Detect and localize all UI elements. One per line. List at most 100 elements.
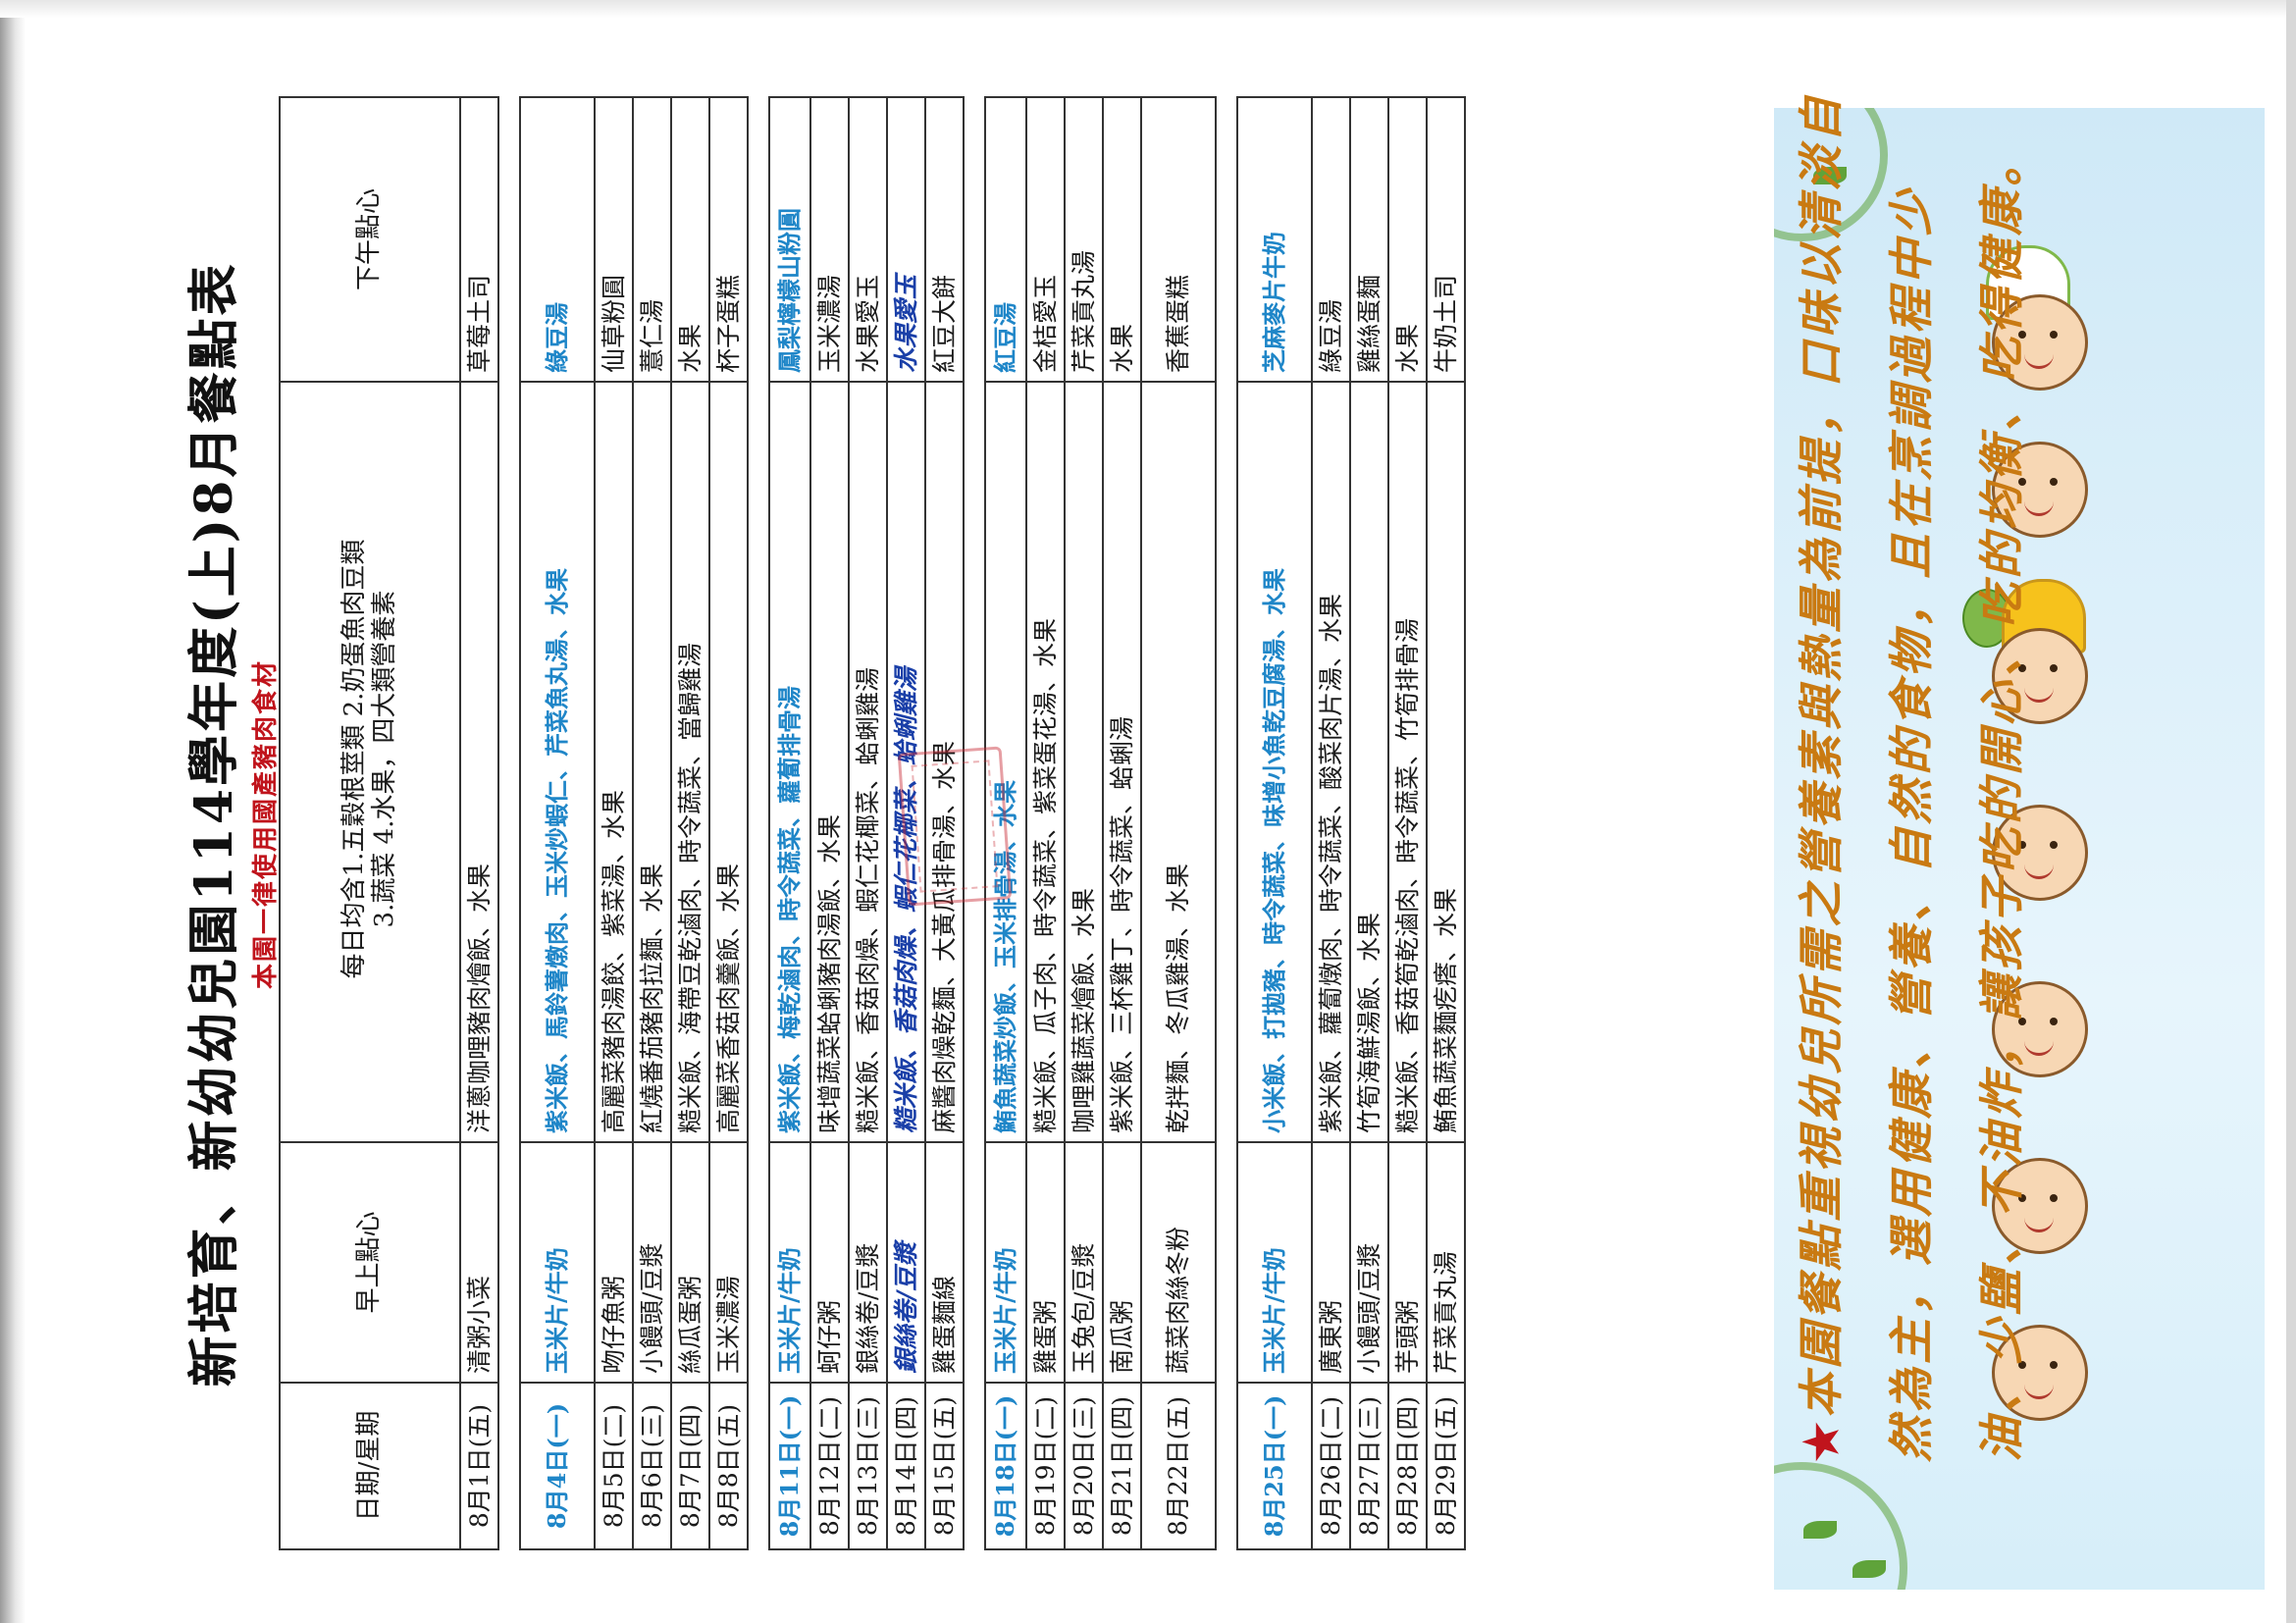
- title-block: 新培育、新幼幼兒園114學年度(上)8月餐點表 本園一律使用國產豬肉食材: [167, 98, 281, 1550]
- statement-line-3: 油、少鹽、不油炸，讓孩子吃的開心、吃的均衡、吃得健康。: [1975, 137, 2028, 1462]
- leaf-icon: [1813, 167, 1847, 184]
- lunch-cell: 糙米飯、香菇肉燥、蝦仁花椰菜、蛤蜊雞湯: [849, 382, 887, 1142]
- morning-snack-cell: 吻仔魚粥: [595, 1142, 633, 1383]
- separator-cell: [748, 97, 769, 382]
- afternoon-snack-cell: 紅豆大餅: [925, 97, 964, 382]
- child-face-icon: [1992, 628, 2088, 724]
- separator-cell: [748, 1142, 769, 1383]
- meal-table: 日期/星期 早上點心 每日均含1.五穀根莖類 2.奶蛋魚肉豆類 3.蔬菜 4.水…: [279, 96, 1466, 1550]
- lunch-cell: 紫米飯、梅乾滷肉、時令蔬菜、蘿蔔排骨湯: [769, 382, 810, 1142]
- date-cell: 8月14日(四): [887, 1383, 925, 1549]
- statement-line-2: 然為主，選用健康、營養、自然的食物，且在烹調過程中少: [1885, 186, 1938, 1462]
- scan-right-edge: [2286, 0, 2296, 1623]
- table-row: 8月8日(五) 玉米濃湯 高麗菜香菇肉羹飯、水果 杯子蛋糕: [709, 97, 748, 1549]
- date-cell: 8月7日(四): [671, 1383, 709, 1549]
- table-row: 8月12日(二) 蚵仔粥 味增蔬菜蛤蜊豬肉湯飯、水果 玉米濃湯: [810, 97, 849, 1549]
- date-cell: 8月1日(五): [460, 1383, 498, 1549]
- date-cell: 8月18日(一): [985, 1383, 1026, 1549]
- lunch-cell: 乾拌麵、冬瓜雞湯、水果: [1141, 382, 1216, 1142]
- afternoon-snack-cell: 薏仁湯: [633, 97, 671, 382]
- table-row: 8月11日(一) 玉米片/牛奶 紫米飯、梅乾滷肉、時令蔬菜、蘿蔔排骨湯 鳳梨檸檬山粉圓: [769, 97, 810, 1549]
- morning-snack-cell: 南瓜粥: [1103, 1142, 1141, 1383]
- menu-document: 新培育、新幼幼兒園114學年度(上)8月餐點表 本園一律使用國產豬肉食材 日期/…: [167, 96, 1776, 1550]
- lunch-cell: 糙米飯、海帶豆乾滷肉、時令蔬菜、當歸雞湯: [671, 382, 709, 1142]
- week-separator: [1216, 97, 1237, 1549]
- child-face-icon: [1992, 1325, 2088, 1421]
- morning-snack-cell: 廣東粥: [1312, 1142, 1350, 1383]
- morning-snack-cell: 芹菜貢丸湯: [1427, 1142, 1465, 1383]
- lunch-cell: 洋蔥咖哩豬肉燴飯、水果: [460, 382, 498, 1142]
- header-date: 日期/星期: [280, 1383, 460, 1549]
- date-cell: 8月27日(三): [1350, 1383, 1388, 1549]
- table-row: 8月19日(二) 雞蛋粥 糙米飯、瓜子肉、時令蔬菜、紫菜蛋花湯、水果 金桔愛玉: [1026, 97, 1065, 1549]
- morning-snack-cell: 小饅頭/豆漿: [1350, 1142, 1388, 1383]
- week-separator: [498, 97, 520, 1549]
- separator-cell: [1216, 382, 1237, 1142]
- star-icon: ★: [1795, 1417, 1848, 1462]
- header-lunch-line2: 3.蔬菜 4.水果，四大類營養素: [370, 590, 399, 928]
- morning-snack-cell: 清粥小菜: [460, 1142, 498, 1383]
- scan-top-edge: [0, 0, 2296, 18]
- separator-cell: [748, 1383, 769, 1549]
- morning-snack-cell: 雞蛋麵線: [925, 1142, 964, 1383]
- afternoon-snack-cell: 水果愛玉: [887, 97, 925, 382]
- child-face-icon: [1992, 294, 2088, 391]
- date-cell: 8月25日(一): [1237, 1383, 1312, 1549]
- afternoon-snack-cell: 水果愛玉: [849, 97, 887, 382]
- morning-snack-cell: 玉兔包/豆漿: [1065, 1142, 1103, 1383]
- separator-cell: [748, 382, 769, 1142]
- child-face-icon: [1992, 442, 2088, 538]
- table-row: 8月13日(三) 銀絲卷/豆漿 糙米飯、香菇肉燥、蝦仁花椰菜、蛤蜊雞湯 水果愛玉: [849, 97, 887, 1549]
- header-lunch: 每日均含1.五穀根莖類 2.奶蛋魚肉豆類 3.蔬菜 4.水果，四大類營養素: [280, 382, 460, 1142]
- lunch-cell: 高麗菜香菇肉羹飯、水果: [709, 382, 748, 1142]
- date-cell: 8月28日(四): [1388, 1383, 1427, 1549]
- afternoon-snack-cell: 香蕉蛋糕: [1141, 97, 1216, 382]
- scan-left-edge: [0, 0, 26, 1623]
- afternoon-snack-cell: 仙草粉圓: [595, 97, 633, 382]
- separator-cell: [498, 1142, 520, 1383]
- morning-snack-cell: 小饅頭/豆漿: [633, 1142, 671, 1383]
- date-cell: 8月22日(五): [1141, 1383, 1216, 1549]
- afternoon-snack-cell: 金桔愛玉: [1026, 97, 1065, 382]
- pork-notice: 本園一律使用國產豬肉食材: [251, 659, 281, 990]
- nutrition-statement: ★本園餐點重視幼兒所需之營養素與熱量為前提，口味以清淡自 然為主，選用健康、營養…: [1776, 39, 2247, 1492]
- date-cell: 8月19日(二): [1026, 1383, 1065, 1549]
- separator-cell: [1216, 1383, 1237, 1549]
- leaf-icon: [1803, 1521, 1837, 1539]
- children-illustration: [1986, 245, 2100, 1433]
- afternoon-snack-cell: 芹菜貢丸湯: [1065, 97, 1103, 382]
- red-seal-stamp: [897, 746, 1013, 907]
- morning-snack-cell: 雞蛋粥: [1026, 1142, 1065, 1383]
- header-lunch-line1: 每日均含1.五穀根莖類 2.奶蛋魚肉豆類: [339, 539, 369, 979]
- lunch-cell: 糙米飯、香菇筍乾滷肉、時令蔬菜、竹筍排骨湯: [1388, 382, 1427, 1142]
- afternoon-snack-cell: 雞絲蛋麵: [1350, 97, 1388, 382]
- afternoon-snack-cell: 玉米濃湯: [810, 97, 849, 382]
- morning-snack-cell: 蚵仔粥: [810, 1142, 849, 1383]
- date-cell: 8月6日(三): [633, 1383, 671, 1549]
- separator-cell: [498, 382, 520, 1142]
- page-title: 新培育、新幼幼兒園114學年度(上)8月餐點表: [184, 261, 244, 1387]
- separator-cell: [498, 1383, 520, 1549]
- lunch-cell: 紫米飯、三杯雞丁、時令蔬菜、蛤蜊湯: [1103, 382, 1141, 1142]
- date-cell: 8月29日(五): [1427, 1383, 1465, 1549]
- morning-snack-cell: 玉米片/牛奶: [769, 1142, 810, 1383]
- leaf-icon: [1852, 1560, 1886, 1578]
- statement-text-1: 本園餐點重視幼兒所需之營養素與熱量為前提，口味以清淡自: [1795, 92, 1848, 1418]
- child-face-icon: [1992, 805, 2088, 901]
- week-separator: [748, 97, 769, 1549]
- header-morning: 早上點心: [280, 1142, 460, 1383]
- table-row: 8月5日(二) 吻仔魚粥 高麗菜豬肉湯餃、紫菜湯、水果 仙草粉圓: [595, 97, 633, 1549]
- date-cell: 8月21日(四): [1103, 1383, 1141, 1549]
- lunch-cell: 高麗菜豬肉湯餃、紫菜湯、水果: [595, 382, 633, 1142]
- table-row: 8月22日(五) 蔬菜肉絲冬粉 乾拌麵、冬瓜雞湯、水果 香蕉蛋糕: [1141, 97, 1216, 1549]
- table-header-row: 日期/星期 早上點心 每日均含1.五穀根莖類 2.奶蛋魚肉豆類 3.蔬菜 4.水…: [280, 97, 460, 1549]
- afternoon-snack-cell: 綠豆湯: [1312, 97, 1350, 382]
- afternoon-snack-cell: 草莓土司: [460, 97, 498, 382]
- lunch-cell: 紅燒番茄豬肉拉麵、水果: [633, 382, 671, 1142]
- separator-cell: [1216, 1142, 1237, 1383]
- afternoon-snack-cell: 芝麻麥片牛奶: [1237, 97, 1312, 382]
- date-cell: 8月4日(一): [520, 1383, 595, 1549]
- table-row: 8月7日(四) 絲瓜蛋粥 糙米飯、海帶豆乾滷肉、時令蔬菜、當歸雞湯 水果: [671, 97, 709, 1549]
- table-row: 8月26日(二) 廣東粥 紫米飯、蘿蔔燉肉、時令蔬菜、酸菜肉片湯、水果 綠豆湯: [1312, 97, 1350, 1549]
- afternoon-snack-cell: 杯子蛋糕: [709, 97, 748, 382]
